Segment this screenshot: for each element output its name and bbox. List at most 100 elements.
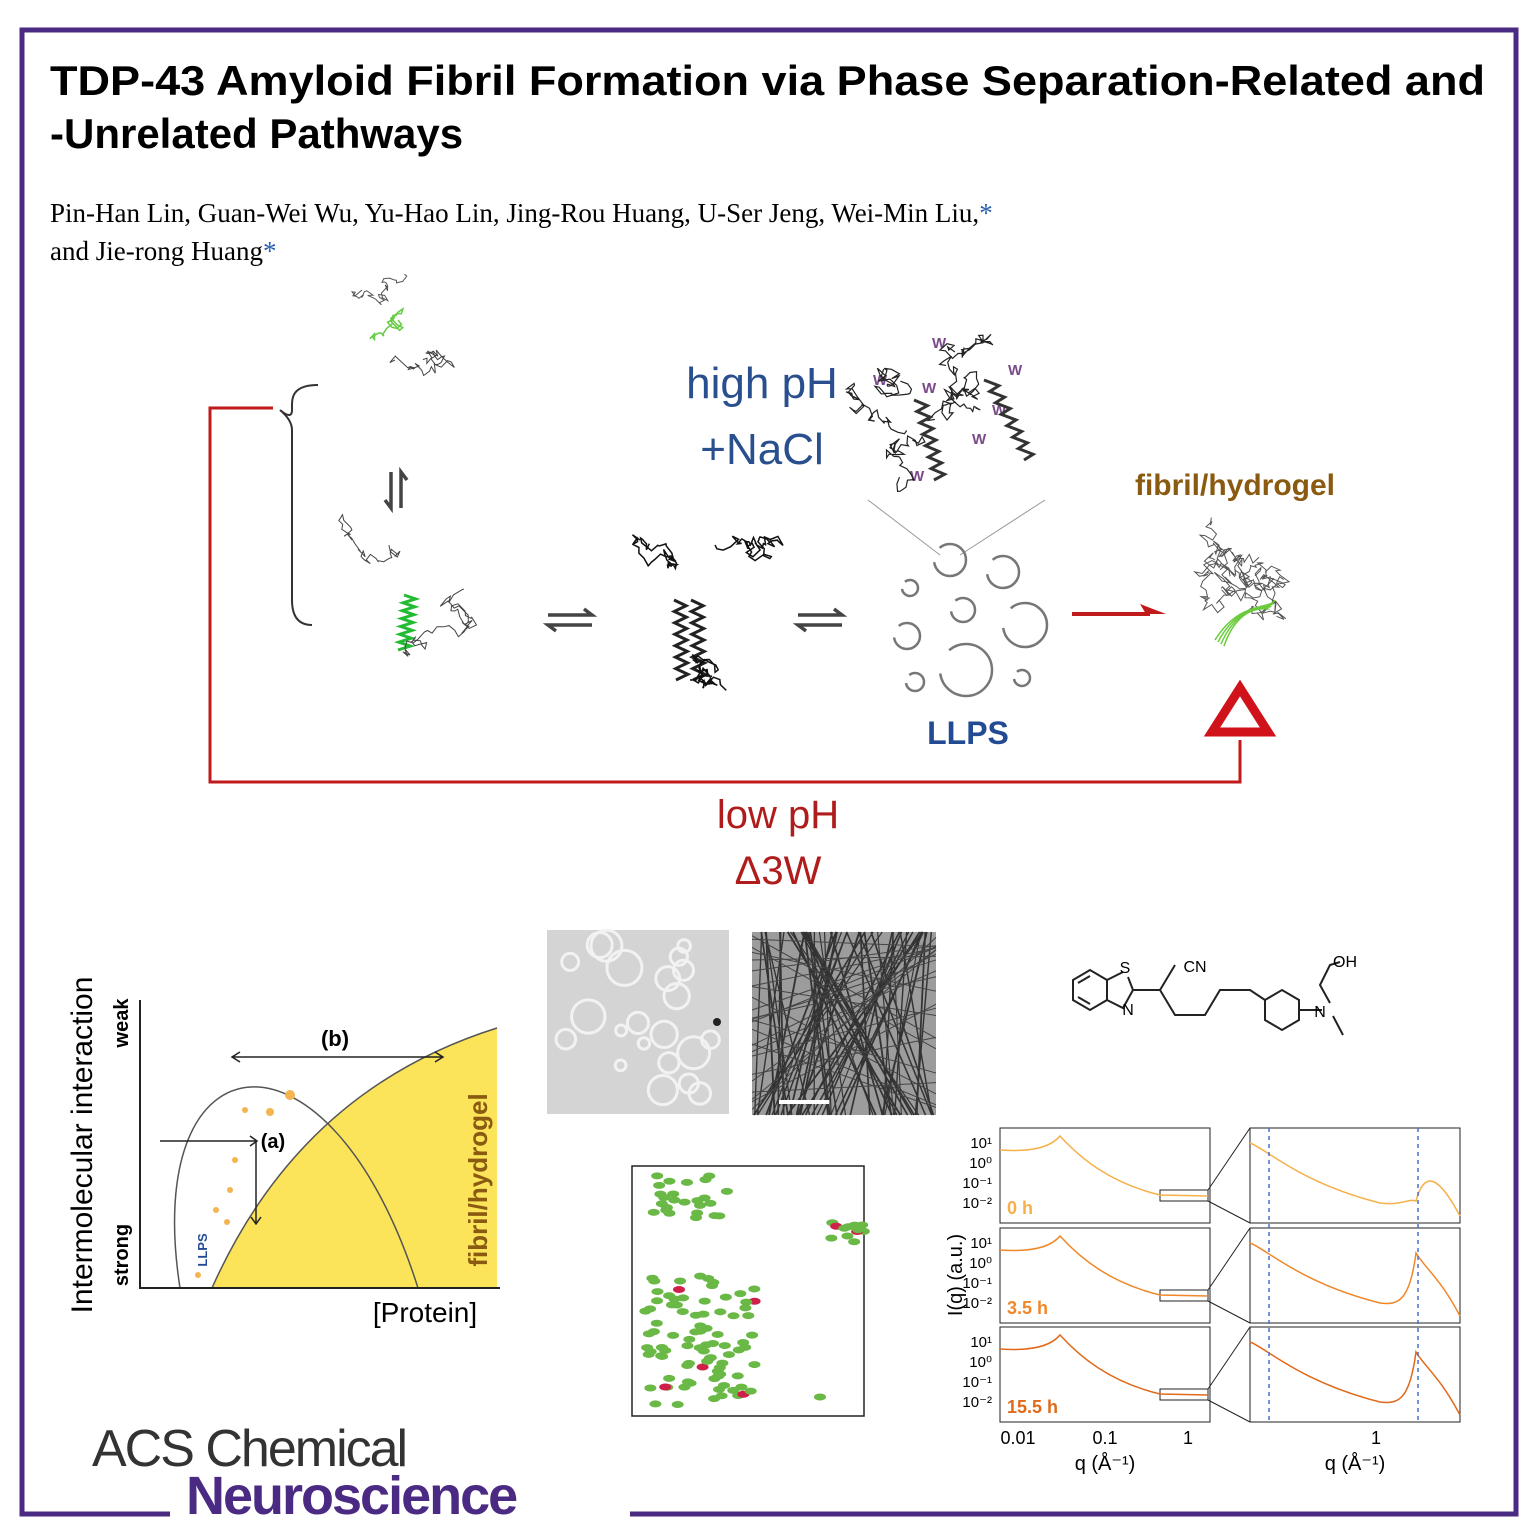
dot xyxy=(266,1108,274,1116)
droplet xyxy=(932,542,968,578)
peak xyxy=(689,1328,702,1336)
droplet xyxy=(687,1081,713,1106)
author-line: and Jie-rong Huang xyxy=(50,236,263,266)
axis-label: [Protein] xyxy=(373,1297,477,1328)
nmr-peaks xyxy=(639,1172,870,1409)
condition: high pH xyxy=(686,359,838,408)
peak xyxy=(644,1305,657,1313)
droplet xyxy=(900,578,920,598)
fibril xyxy=(829,931,884,1116)
llps-label: LLPS xyxy=(195,1233,210,1267)
curve xyxy=(1249,1341,1461,1416)
protein-chain xyxy=(402,588,478,657)
peak xyxy=(719,1293,732,1301)
peak xyxy=(714,1308,727,1316)
atom: S xyxy=(1120,960,1131,977)
peak xyxy=(708,1212,721,1220)
fibril xyxy=(870,931,935,1116)
fibril xyxy=(857,931,933,1116)
heat-triangle xyxy=(1203,679,1277,737)
time-label: 15.5 h xyxy=(1007,1397,1058,1417)
fibril xyxy=(751,1028,937,1106)
peak xyxy=(720,1187,733,1195)
fibril xyxy=(754,931,763,1116)
title-line: TDP-43 Amyloid Fibril Formation via Phas… xyxy=(50,57,1485,104)
peak xyxy=(653,1181,666,1189)
peak xyxy=(681,1342,694,1350)
droplet-dots xyxy=(195,1090,295,1278)
protein-chain xyxy=(1247,573,1281,615)
peak xyxy=(841,1232,854,1240)
zoom-lines xyxy=(867,499,1046,556)
peak xyxy=(711,1330,724,1338)
protein-chain xyxy=(351,273,408,306)
peak xyxy=(667,1190,680,1198)
panel xyxy=(999,1326,1211,1423)
fibril xyxy=(751,953,937,1046)
fibril xyxy=(821,931,903,1116)
journal-name: ACS Chemical xyxy=(92,1420,406,1478)
fibrils xyxy=(751,931,937,1116)
peak xyxy=(740,1298,753,1306)
fibril xyxy=(751,996,937,1095)
helix xyxy=(913,398,949,482)
protein-chain xyxy=(1249,562,1286,589)
peak xyxy=(852,1226,865,1234)
time-label: 0 h xyxy=(1007,1198,1033,1218)
droplet xyxy=(554,1027,578,1051)
x-tick-label: 1 xyxy=(1371,1428,1381,1448)
corresponding-mark: * xyxy=(263,236,277,266)
authors: Pin-Han Lin, Guan-Wei Wu, Yu-Hao Lin, Ji… xyxy=(50,198,993,228)
peak xyxy=(696,1363,709,1371)
droplet xyxy=(613,1058,628,1073)
authors: and Jie-rong Huang* xyxy=(50,236,276,266)
zoom-line xyxy=(1207,1326,1251,1423)
fibril xyxy=(839,931,923,1116)
panel xyxy=(1249,1326,1461,1423)
fibril xyxy=(751,937,937,1110)
peak xyxy=(659,1383,672,1391)
y-tick-label: 10⁰ xyxy=(969,1155,992,1172)
peak xyxy=(678,1198,691,1206)
peak xyxy=(731,1372,744,1380)
fibril-label: fibril/hydrogel xyxy=(463,1093,493,1266)
protein-chain xyxy=(1262,565,1291,620)
protein-chain xyxy=(1213,540,1238,571)
fibril xyxy=(751,949,937,1082)
curve xyxy=(999,1234,1209,1297)
dot xyxy=(195,1272,201,1278)
dot xyxy=(232,1157,238,1163)
peak xyxy=(734,1290,747,1298)
axis-label: q (Å⁻¹) xyxy=(1075,1452,1136,1475)
title-line: -Unrelated Pathways xyxy=(50,110,463,157)
droplet xyxy=(649,1019,679,1050)
peak xyxy=(668,1196,681,1204)
arrows xyxy=(160,1051,445,1226)
protein-chain xyxy=(369,307,405,342)
helix xyxy=(983,378,1037,462)
fibril xyxy=(751,947,937,987)
y-tick-label: 10⁰ xyxy=(969,1354,992,1371)
peak xyxy=(644,1348,657,1356)
peak xyxy=(718,1381,731,1389)
droplet xyxy=(938,642,994,698)
droplets xyxy=(554,928,721,1107)
scale-bar xyxy=(779,1100,829,1104)
protein-chain xyxy=(1198,517,1231,577)
w-label: W xyxy=(910,468,925,485)
peak xyxy=(694,1322,707,1330)
brace xyxy=(279,384,319,626)
atom: N xyxy=(1122,1002,1134,1019)
droplet xyxy=(671,958,695,982)
peak xyxy=(651,1297,664,1305)
droplet xyxy=(892,621,922,651)
panel xyxy=(999,1227,1211,1324)
fibril xyxy=(751,959,937,1020)
fibril-label: fibril/hydrogel xyxy=(1135,469,1335,502)
peak xyxy=(670,1301,683,1309)
droplet xyxy=(1001,601,1049,649)
peak xyxy=(660,1204,673,1212)
peak xyxy=(727,1312,740,1320)
droplet xyxy=(636,1036,652,1051)
protein-chain xyxy=(926,387,981,422)
